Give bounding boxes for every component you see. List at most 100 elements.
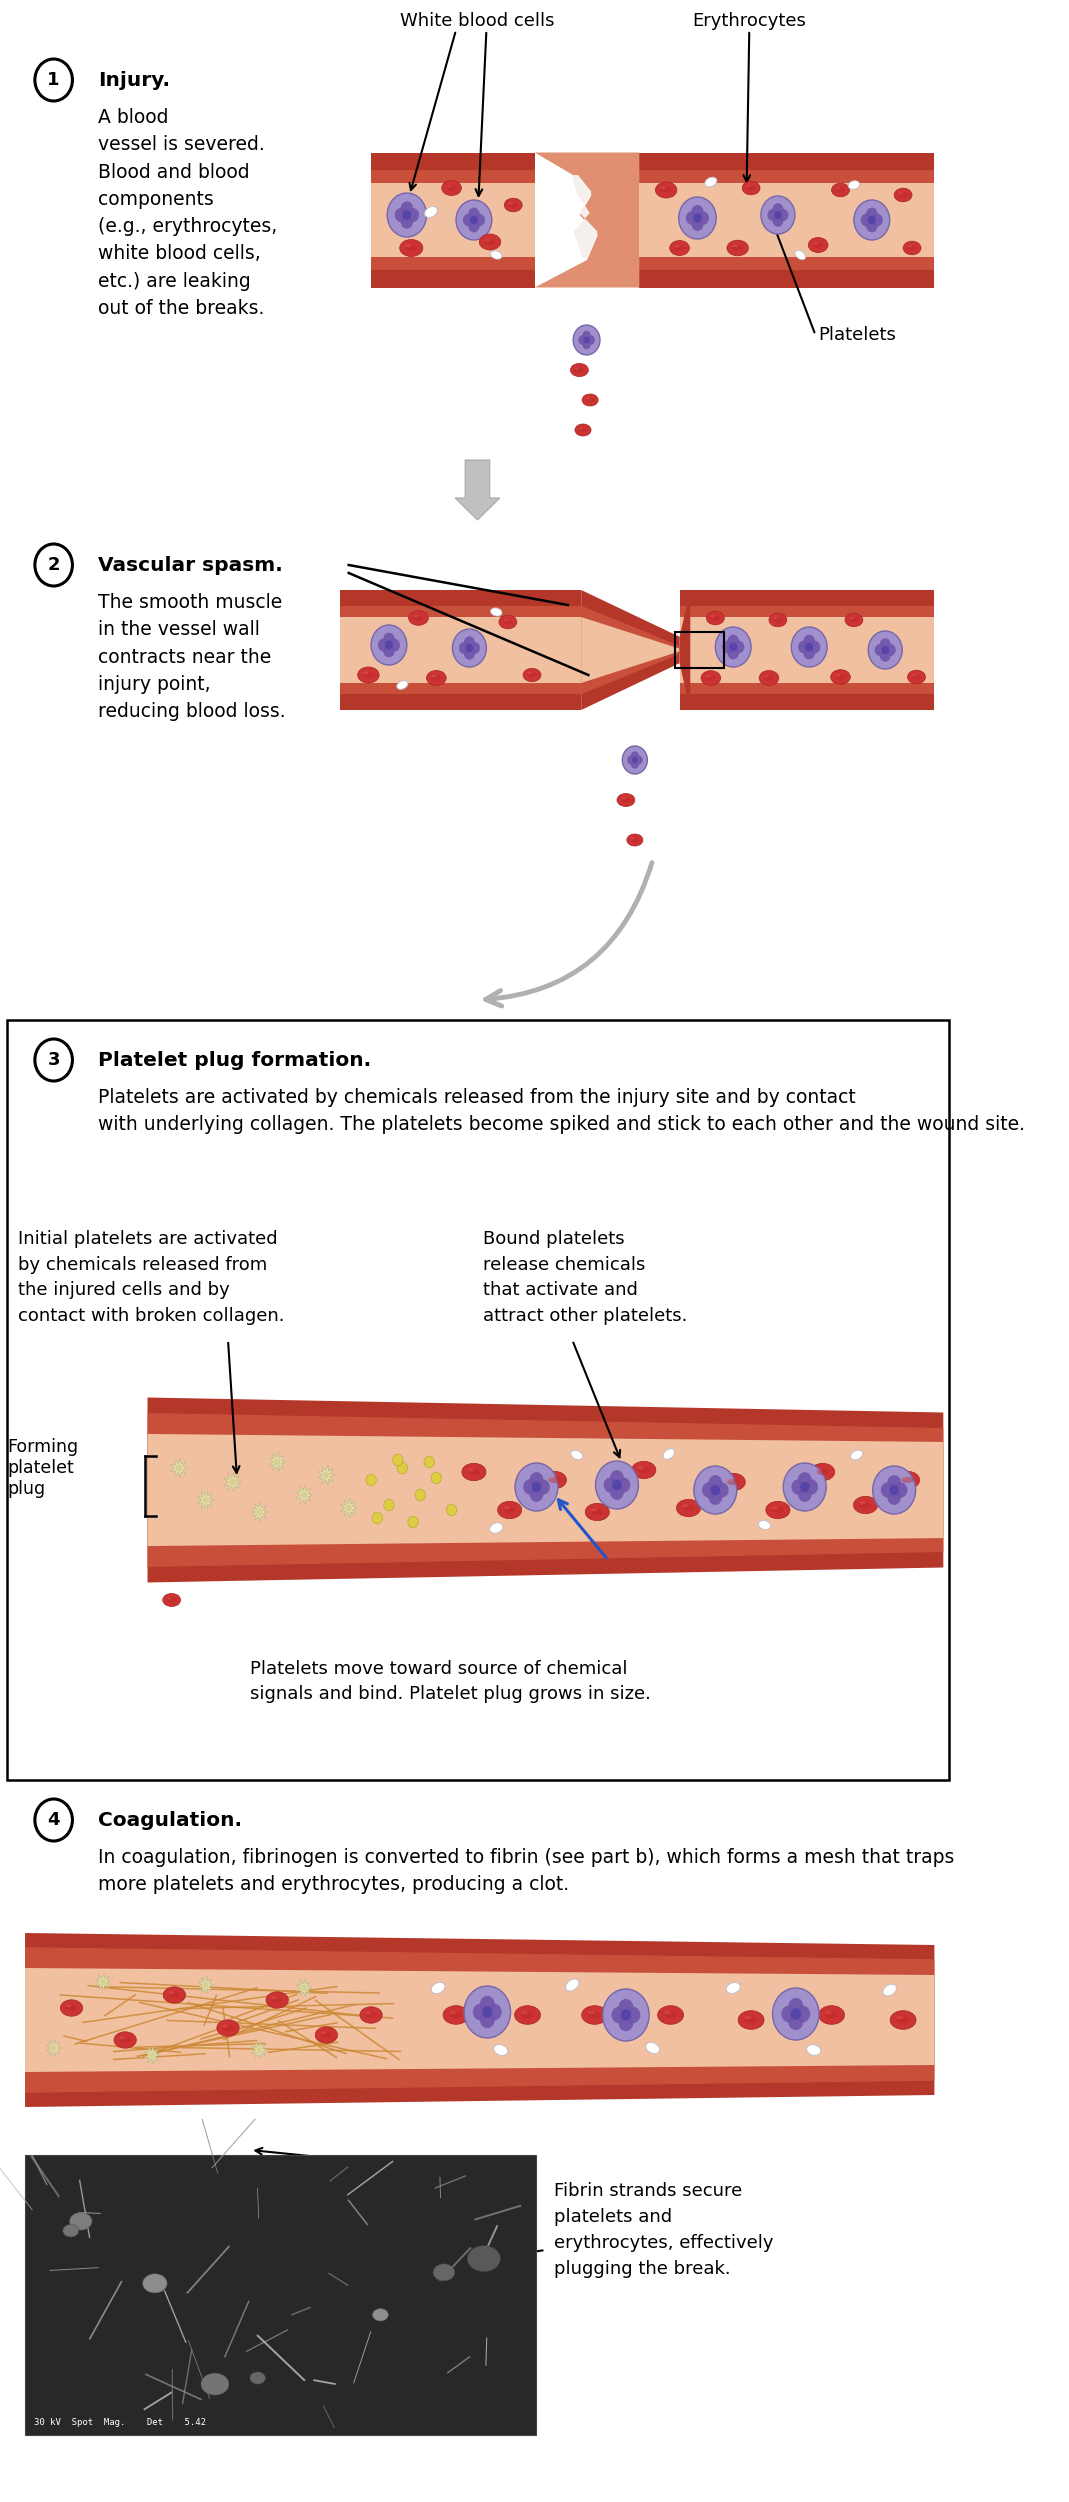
Ellipse shape [617, 793, 635, 806]
Ellipse shape [162, 1594, 181, 1606]
Ellipse shape [548, 1476, 555, 1479]
Ellipse shape [467, 2247, 500, 2272]
Polygon shape [582, 590, 680, 711]
Ellipse shape [450, 2012, 456, 2014]
Circle shape [403, 210, 412, 220]
Circle shape [372, 1511, 383, 1524]
Ellipse shape [120, 2037, 125, 2039]
Circle shape [871, 213, 883, 225]
Ellipse shape [363, 671, 369, 676]
Ellipse shape [521, 2012, 534, 2019]
Circle shape [468, 220, 480, 233]
Ellipse shape [901, 1476, 908, 1479]
Ellipse shape [764, 676, 769, 678]
Ellipse shape [908, 671, 926, 683]
Text: 3: 3 [47, 1051, 60, 1068]
Circle shape [728, 636, 739, 648]
Ellipse shape [424, 208, 437, 218]
Circle shape [804, 636, 815, 648]
Circle shape [531, 1481, 541, 1491]
Circle shape [611, 2007, 626, 2024]
Circle shape [880, 638, 890, 651]
Circle shape [715, 1481, 729, 1499]
Circle shape [257, 2047, 262, 2054]
Circle shape [584, 338, 589, 343]
Ellipse shape [414, 615, 423, 620]
Circle shape [603, 1989, 649, 2042]
Circle shape [202, 1496, 208, 1504]
Ellipse shape [479, 235, 500, 250]
Text: Erythrocytes: Erythrocytes [693, 13, 806, 30]
Polygon shape [198, 1977, 214, 1994]
Text: Forming
platelet
plug: Forming platelet plug [7, 1439, 78, 1499]
Ellipse shape [432, 676, 436, 678]
Ellipse shape [759, 1521, 771, 1529]
Ellipse shape [727, 1479, 733, 1481]
FancyBboxPatch shape [7, 1021, 948, 1779]
Ellipse shape [575, 423, 591, 435]
Ellipse shape [836, 673, 840, 676]
Circle shape [777, 210, 789, 220]
Ellipse shape [579, 428, 587, 433]
Ellipse shape [808, 238, 828, 253]
Ellipse shape [675, 245, 684, 250]
Circle shape [791, 1479, 805, 1494]
Circle shape [768, 210, 778, 220]
Circle shape [100, 1979, 106, 1984]
Text: The smooth muscle
in the vessel wall
contracts near the
injury point,
reducing b: The smooth muscle in the vessel wall con… [98, 593, 286, 721]
Ellipse shape [638, 1466, 644, 1469]
Circle shape [694, 1466, 737, 1514]
Polygon shape [639, 183, 934, 258]
Ellipse shape [363, 673, 374, 678]
Ellipse shape [571, 1451, 583, 1459]
Circle shape [583, 340, 591, 350]
Polygon shape [148, 1434, 943, 1546]
Polygon shape [25, 1947, 934, 2092]
Ellipse shape [521, 2012, 527, 2014]
Circle shape [619, 1999, 633, 2017]
Ellipse shape [746, 185, 756, 190]
Circle shape [868, 631, 902, 668]
Circle shape [472, 2004, 487, 2019]
Ellipse shape [810, 1464, 835, 1481]
Circle shape [578, 335, 587, 345]
Circle shape [203, 1982, 208, 1989]
Ellipse shape [66, 2004, 72, 2007]
Circle shape [622, 746, 648, 773]
Ellipse shape [167, 1599, 176, 1601]
Circle shape [595, 1461, 638, 1509]
Ellipse shape [414, 615, 418, 618]
Circle shape [866, 208, 878, 220]
Ellipse shape [646, 2042, 660, 2054]
Circle shape [573, 325, 600, 355]
Circle shape [371, 626, 407, 666]
Ellipse shape [745, 2017, 752, 2019]
Ellipse shape [484, 240, 495, 245]
Ellipse shape [462, 1464, 486, 1481]
Circle shape [617, 1476, 631, 1494]
Circle shape [398, 1461, 407, 1474]
Circle shape [424, 1456, 434, 1469]
Circle shape [345, 1504, 352, 1511]
Ellipse shape [405, 245, 417, 250]
Ellipse shape [738, 2012, 764, 2029]
Ellipse shape [499, 615, 516, 628]
Ellipse shape [899, 193, 908, 198]
Circle shape [482, 2007, 493, 2017]
Ellipse shape [759, 671, 779, 686]
Ellipse shape [814, 243, 818, 245]
Ellipse shape [490, 1524, 502, 1534]
Polygon shape [340, 605, 582, 696]
Polygon shape [268, 1451, 286, 1471]
Ellipse shape [505, 198, 522, 213]
Ellipse shape [890, 2012, 916, 2029]
Ellipse shape [217, 2019, 239, 2037]
Circle shape [861, 213, 872, 225]
Ellipse shape [169, 1992, 180, 1999]
Ellipse shape [901, 1476, 914, 1484]
Circle shape [486, 2004, 501, 2019]
Text: 1: 1 [47, 70, 60, 90]
Ellipse shape [727, 240, 748, 255]
Ellipse shape [850, 618, 858, 623]
Circle shape [804, 1479, 818, 1494]
